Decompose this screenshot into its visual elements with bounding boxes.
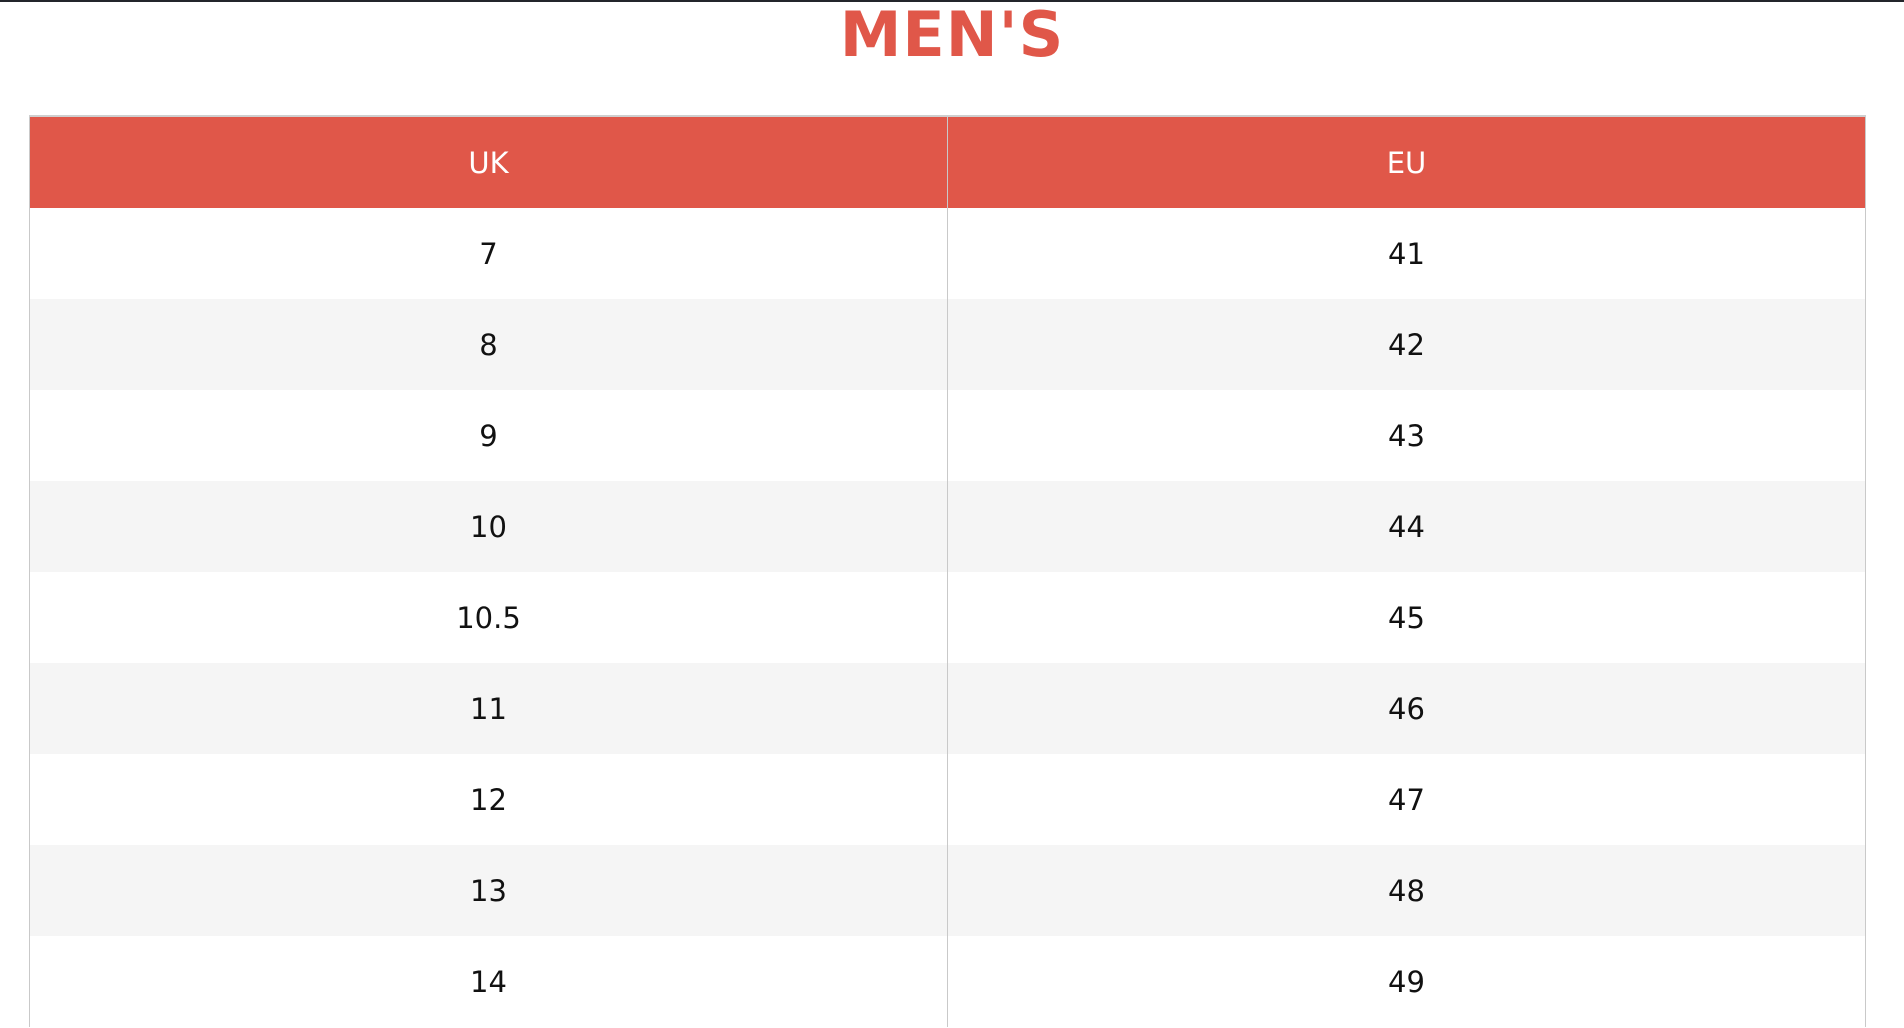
cell-eu-size: 46: [947, 663, 1866, 754]
cell-eu-size: 45: [947, 572, 1866, 663]
cell-uk-size: 10: [29, 481, 948, 572]
cell-eu-size: 42: [947, 299, 1866, 390]
table-row: 10 44: [29, 481, 1866, 572]
page-title: MEN'S: [839, 0, 1065, 71]
cell-eu-size: 43: [947, 390, 1866, 481]
table-row: 14 49: [29, 936, 1866, 1027]
table-row: 11 46: [29, 663, 1866, 754]
cell-uk-size: 8: [29, 299, 948, 390]
table-header-row: UK EU: [29, 116, 1866, 208]
cell-eu-size: 47: [947, 754, 1866, 845]
cell-uk-size: 13: [29, 845, 948, 936]
table-row: 7 41: [29, 208, 1866, 299]
cell-uk-size: 9: [29, 390, 948, 481]
cell-eu-size: 41: [947, 208, 1866, 299]
table-row: 8 42: [29, 299, 1866, 390]
table-body: 7 41 8 42 9 43 10 44 10.5 45 11 46 12 47 13 48 14 49: [29, 208, 1866, 1027]
cell-uk-size: 14: [29, 936, 948, 1027]
cell-uk-size: 12: [29, 754, 948, 845]
cell-uk-size: 7: [29, 208, 948, 299]
column-header-uk: UK: [29, 116, 948, 208]
cell-eu-size: 44: [947, 481, 1866, 572]
cell-eu-size: 49: [947, 936, 1866, 1027]
top-bar: [0, 0, 1904, 2]
table-row: 9 43: [29, 390, 1866, 481]
cell-uk-size: 10.5: [29, 572, 948, 663]
table-row: 10.5 45: [29, 572, 1866, 663]
column-header-eu: EU: [947, 116, 1866, 208]
cell-uk-size: 11: [29, 663, 948, 754]
size-chart-table: UK EU 7 41 8 42 9 43 10 44 10.5 45 11 46 12 47 13 48 14 4…: [29, 115, 1866, 1027]
cell-eu-size: 48: [947, 845, 1866, 936]
table-row: 13 48: [29, 845, 1866, 936]
table-row: 12 47: [29, 754, 1866, 845]
